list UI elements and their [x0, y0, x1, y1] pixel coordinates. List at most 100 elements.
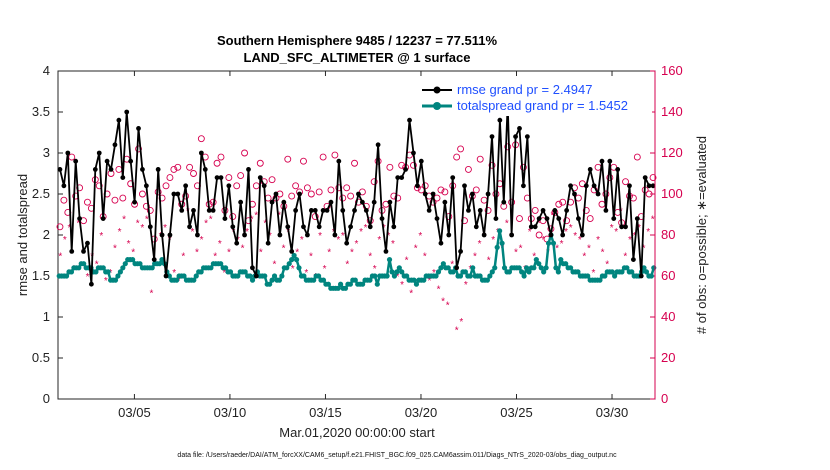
spread-point — [519, 269, 525, 275]
spread-point — [629, 269, 635, 275]
rmse-point — [65, 150, 71, 156]
y2-axis-ticks: 0 20 40 60 80 100 120 140 160 — [650, 63, 683, 406]
obs-evaluated-point: * — [623, 252, 627, 263]
rmse-point — [230, 224, 236, 230]
rmse-point — [77, 216, 83, 222]
obs-evaluated-point: * — [582, 252, 586, 263]
spread-point — [545, 240, 552, 246]
obs-possible-point — [516, 215, 523, 223]
obs-possible-point — [488, 161, 496, 169]
obs-evaluated-point: * — [99, 231, 103, 242]
obs-evaluated-point: * — [304, 268, 308, 279]
spread-point — [553, 265, 559, 271]
rmse-point — [462, 183, 467, 189]
rmse-point — [328, 199, 334, 205]
obs-evaluated-point: * — [364, 223, 368, 234]
obs-possible-point — [307, 190, 315, 198]
spread-point — [117, 269, 123, 275]
spread-point — [262, 273, 268, 279]
spread-point — [337, 281, 344, 287]
spread-point — [120, 265, 126, 271]
rmse-point — [615, 167, 621, 172]
obs-possible-point — [331, 151, 339, 159]
obs-possible-point — [288, 192, 296, 200]
obs-evaluated-point: * — [414, 243, 418, 254]
rmse-point — [352, 208, 357, 213]
rmse-point — [630, 257, 636, 262]
obs-possible-point — [268, 176, 276, 184]
spread-point — [276, 277, 283, 283]
obs-evaluated-point: * — [355, 239, 359, 250]
rmse-point — [383, 249, 389, 254]
obs-evaluated-point: * — [250, 215, 254, 226]
spread-point — [242, 269, 248, 275]
obs-possible-point — [441, 188, 449, 196]
rmse-point — [163, 273, 169, 279]
obs-possible-point — [197, 135, 205, 143]
obs-possible-point — [633, 153, 641, 161]
rmse-point — [159, 232, 165, 238]
spread-point — [81, 261, 87, 267]
rmse-point — [650, 183, 656, 189]
spread-point — [494, 244, 500, 250]
y2-tick-label: 60 — [661, 268, 675, 283]
rmse-point — [359, 199, 365, 205]
obs-evaluated-point: * — [236, 235, 240, 246]
rmse-point — [179, 208, 185, 213]
y2-tick-label: 140 — [661, 104, 683, 119]
obs-evaluated-point: * — [596, 235, 600, 246]
y2-tick-label: 80 — [661, 227, 675, 242]
obs-evaluated-point: * — [409, 288, 413, 299]
chart-subtitle: LAND_SFC_ALTIMETER @ 1 surface — [244, 50, 471, 65]
rmse-point — [297, 191, 302, 197]
obs-possible-point — [410, 161, 417, 169]
rmse-point — [576, 216, 581, 222]
obs-possible-point — [437, 186, 445, 194]
obs-possible-point — [394, 194, 402, 202]
obs-possible-point — [174, 163, 182, 171]
rmse-point — [579, 232, 585, 238]
rmse-point — [501, 199, 507, 205]
obs-evaluated-point: * — [446, 301, 450, 312]
obs-possible-point — [233, 182, 241, 190]
spread-point — [602, 273, 608, 279]
rmse-point — [261, 183, 267, 189]
obs-evaluated-point: * — [427, 276, 431, 287]
obs-evaluated-point: * — [163, 223, 167, 234]
obs-possible-point — [292, 182, 300, 190]
obs-possible-point — [319, 153, 327, 161]
rmse-point — [246, 167, 251, 172]
obs-evaluated-point: * — [263, 219, 267, 230]
spread-point — [558, 257, 564, 263]
rmse-point — [171, 191, 177, 197]
spread-point — [269, 277, 275, 283]
spread-point — [286, 261, 292, 267]
spread-point — [648, 273, 654, 279]
spread-point — [526, 269, 532, 275]
x-tick-label: 03/10 — [214, 405, 247, 420]
rmse-point — [646, 183, 652, 189]
obs-evaluated-point: * — [213, 252, 217, 263]
obs-evaluated-point: * — [368, 252, 372, 263]
spread-point — [320, 277, 327, 283]
obs-possible-point — [135, 145, 142, 153]
rmse-point — [517, 125, 522, 131]
rmse-point — [116, 117, 122, 123]
rmse-line — [59, 102, 653, 286]
obs-possible-point — [76, 184, 84, 192]
obs-evaluated-point: * — [601, 247, 605, 258]
obs-evaluated-point: * — [432, 268, 436, 279]
obs-evaluated-point: * — [473, 252, 477, 263]
rmse-point — [222, 216, 228, 222]
rmse-point — [320, 208, 326, 213]
rmse-point — [100, 216, 106, 222]
rmse-point — [583, 183, 589, 189]
spread-point — [218, 261, 224, 267]
obs-evaluated-point: * — [345, 260, 349, 271]
spread-point — [543, 265, 549, 271]
spread-point — [271, 273, 278, 279]
obs-evaluated-point: * — [227, 247, 231, 258]
rmse-point — [572, 191, 577, 197]
plot-frame — [57, 70, 656, 400]
spread-point — [342, 285, 349, 291]
